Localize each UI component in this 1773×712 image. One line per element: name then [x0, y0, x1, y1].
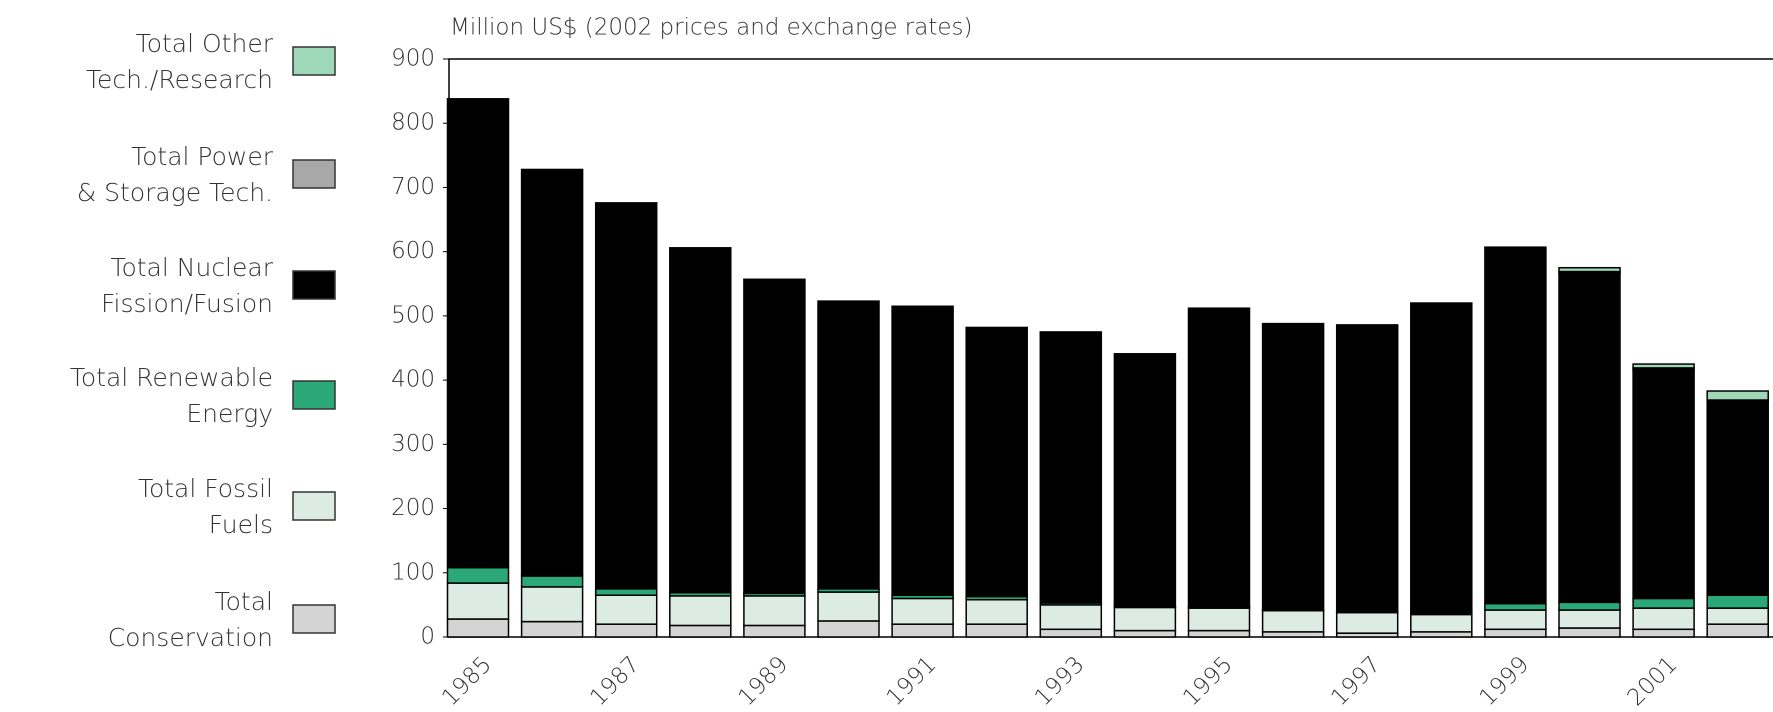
x-tick-label: 2001	[1623, 651, 1683, 711]
bar-segment	[1706, 390, 1769, 401]
legend-swatch	[292, 491, 336, 521]
y-axis-label: Million US$ (2002 prices and exchange ra…	[450, 15, 972, 41]
bar-segment	[446, 618, 510, 638]
bar-segment	[520, 168, 584, 577]
y-tick-label: 400	[391, 367, 435, 393]
legend-label: Total Renewable Energy	[69, 363, 273, 428]
legend-label: Total Conservation	[107, 587, 273, 652]
bar-segment	[743, 595, 806, 627]
bar-segment	[446, 582, 510, 620]
y-tick-label: 800	[391, 110, 435, 136]
bar-segment	[1632, 368, 1695, 600]
bar-segment	[520, 586, 584, 623]
bar-segment	[1484, 628, 1547, 638]
bar-segment	[669, 624, 732, 638]
bar-segment	[1039, 331, 1103, 604]
bar-segment	[1187, 607, 1251, 632]
bar-segment	[817, 591, 880, 622]
bar-segment	[1410, 613, 1473, 633]
bar-segment	[891, 597, 954, 625]
bar-segment	[965, 623, 1028, 638]
bar-segment	[594, 588, 658, 597]
x-tick-label: 1999	[1474, 651, 1534, 711]
bar-segment	[1706, 607, 1769, 625]
bar-segment	[1632, 597, 1695, 609]
bar-segment	[446, 98, 510, 569]
bar-segment	[1335, 324, 1399, 613]
x-tick-label: 1995	[1178, 651, 1238, 711]
bar-segment	[1632, 628, 1695, 638]
y-tick-label: 500	[391, 302, 435, 328]
x-tick-label: 1997	[1326, 651, 1386, 711]
bar-segment	[1113, 629, 1177, 638]
bar-segment	[594, 623, 658, 638]
bar-segment	[1484, 609, 1547, 631]
bar-segment	[594, 594, 658, 625]
bar-segment	[669, 595, 732, 627]
legend-label: Total Fossil Fuels	[137, 474, 273, 539]
bar-segment	[1410, 302, 1473, 615]
bar-segment	[743, 624, 806, 638]
bar-segment	[965, 599, 1028, 625]
bar-segment	[1113, 353, 1177, 607]
bar-segment	[1632, 607, 1695, 631]
bar-segment	[1484, 602, 1547, 611]
bar-segment	[743, 278, 806, 595]
legend-label: Total Power & Storage Tech.	[76, 142, 273, 207]
bar-segment	[1261, 322, 1325, 611]
bar-segment	[891, 305, 954, 597]
bar-segment	[1335, 611, 1399, 634]
legend-swatch	[292, 46, 336, 76]
bar-segment	[965, 326, 1028, 598]
bar-segment	[1558, 266, 1621, 273]
bar-segment	[1558, 601, 1621, 611]
bar-segment	[1706, 594, 1769, 609]
bar-segment	[1113, 606, 1177, 632]
y-tick-label: 100	[391, 559, 435, 585]
bar-segment	[1484, 246, 1547, 605]
bar-segment	[891, 623, 954, 638]
bar-segment	[1039, 604, 1103, 631]
bar-segment	[520, 575, 584, 588]
legend-label: Total Nuclear Fission/Fusion	[100, 253, 273, 318]
y-tick-label: 200	[391, 495, 435, 521]
bar-segment	[1187, 629, 1251, 638]
y-tick-label: 600	[391, 238, 435, 264]
x-tick-label: 1989	[733, 651, 793, 711]
bar-segment	[594, 202, 658, 590]
bar-segment	[1558, 272, 1621, 604]
bar-segment	[446, 566, 510, 584]
legend-swatch	[292, 159, 336, 189]
bar-segment	[1410, 631, 1473, 638]
x-tick-label: 1991	[882, 651, 942, 711]
bar-segment	[1632, 363, 1695, 369]
bar-segment	[1706, 400, 1769, 597]
bar-segment	[520, 620, 584, 638]
bar-segment	[817, 300, 880, 590]
x-tick-label: 1987	[585, 651, 645, 711]
bar-segment	[1261, 609, 1325, 633]
y-tick-label: 300	[391, 431, 435, 457]
bar-segment	[817, 620, 880, 638]
bar-segment	[1558, 609, 1621, 629]
legend-swatch	[292, 604, 336, 634]
bar-segment	[1039, 628, 1103, 638]
bar-segment	[1558, 627, 1621, 638]
y-tick-label: 700	[391, 174, 435, 200]
bar-segment	[1706, 623, 1769, 638]
x-tick-label: 1985	[437, 651, 497, 711]
bar-segment	[1261, 631, 1325, 638]
bar-segment	[669, 247, 732, 594]
legend-swatch	[292, 270, 336, 300]
legend-swatch	[292, 380, 336, 410]
y-tick-label: 0	[420, 624, 435, 650]
bar-segment	[1187, 307, 1251, 608]
y-tick-label: 900	[391, 46, 435, 72]
legend-label: Total Other Tech./Research	[85, 29, 273, 94]
x-tick-label: 1993	[1030, 651, 1090, 711]
